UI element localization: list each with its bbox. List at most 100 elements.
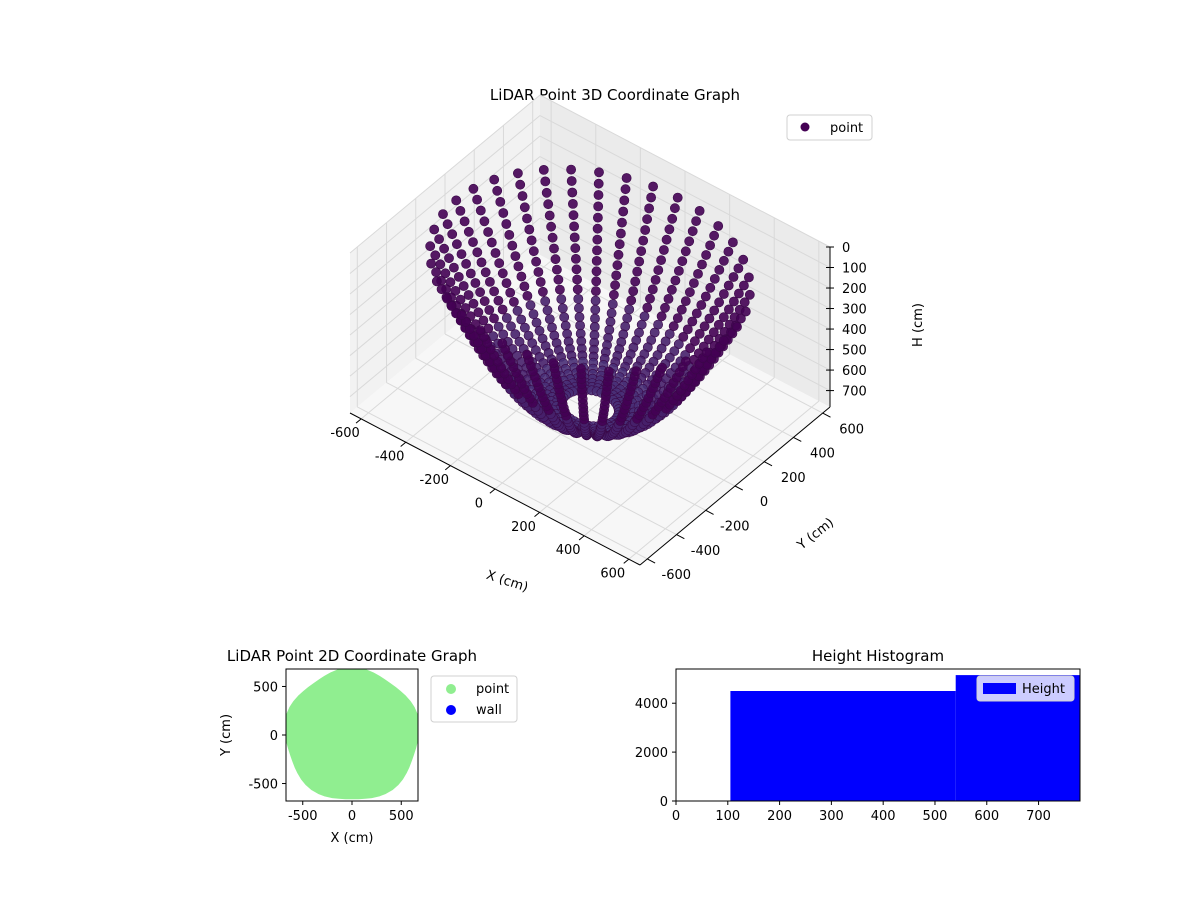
3d-point [592,234,603,245]
3d-point [525,300,536,311]
z-tick-label: 200 [842,282,867,297]
3d-panes [350,95,830,565]
3d-point [542,305,553,316]
3d-axes: -600 -400 -200 0 200 400 600 -600 -400 -200 0 200 40… [330,241,867,583]
grid-z-xwall [349,115,541,274]
2d-xlabel: X (cm) [331,831,374,846]
3d-legend-frame [786,114,873,141]
3d-point [592,245,602,256]
3d-point [484,276,495,287]
3d-point [513,168,523,179]
3d-point [738,254,749,265]
2d-y-tick-label: 500 [253,680,278,695]
3d-point [501,278,512,288]
3d-point [528,246,539,257]
histogram-legend-swatch [983,683,1016,694]
3d-point [593,190,604,200]
3d-point [682,324,693,335]
3d-point [593,212,603,223]
3d-point [572,274,582,285]
3d-point [459,216,470,227]
3d-point [463,226,474,237]
x-tick-label: -200 [420,473,450,488]
histogram-frame [675,668,1081,802]
2d-x-tick-label: 0 [348,809,356,824]
3d-point [723,280,734,291]
3d-point [624,304,635,315]
3d-point [522,349,532,360]
3d-point [442,219,453,230]
y-tick-label: -200 [720,520,750,535]
3d-point [613,249,624,260]
grid-y-floor [386,382,677,536]
x-tick-mark [623,558,630,564]
3d-point [699,321,710,332]
3d-point [690,336,700,347]
3d-point [657,362,667,373]
histogram-legend: Height [976,675,1075,702]
3d-point [519,281,530,292]
3d-point [434,234,444,244]
3d-point [538,164,549,175]
3d-point [628,286,639,296]
3d-point [685,287,695,298]
3d-point [442,293,452,304]
x-tick-label: 600 [600,567,625,582]
2d-x-tick-label: -500 [288,809,318,824]
y-tick-label: 200 [781,471,806,486]
hist-x-tick-label: 600 [974,809,999,824]
y-tick-mark [705,509,714,515]
3d-point [607,299,618,309]
y-tick-label: 600 [839,422,864,437]
grid-z-xwall [349,94,541,254]
3d-point [509,296,519,307]
3d-point [533,267,544,277]
3d-point [479,216,490,227]
3d-point [531,256,541,267]
3d-point [619,195,630,206]
3d-point [728,272,739,282]
3d-point [438,209,448,219]
chart-3d: LiDAR Point 3D Coordinate Graph -600 -400… [330,86,926,595]
3d-point [498,208,509,218]
3d-point [724,304,734,315]
3d-point [516,314,527,325]
2d-y-tick-label: -500 [248,778,278,793]
3d-point [714,297,724,308]
3d-point [639,311,650,322]
hist-x-tick-label: 700 [1026,809,1051,824]
3d-point [744,289,755,300]
z-tick-label: 300 [842,303,867,318]
3d-point [540,296,551,307]
3d-point [733,263,744,274]
3d-point [456,310,467,320]
chart-histogram: Height Histogram 0 100 200 300 400 500 600 7000… [635,647,1081,824]
z-tick-label: 100 [842,262,867,277]
3d-point [664,329,675,339]
grid-z-ywall [539,135,831,289]
z-tick-label: 600 [842,364,867,379]
grid-y-floor [415,357,707,511]
3d-point [645,293,655,304]
3d-point [592,223,603,234]
3d-point [659,245,669,255]
3d-point [556,294,567,304]
hist-x-tick-label: 300 [819,809,844,824]
3d-point [646,192,656,203]
3d-point [656,255,666,265]
3d-point [436,284,447,295]
3d-point [740,306,751,317]
3d-point [678,331,689,342]
2d-legend-point-marker [446,684,456,694]
3d-point [616,228,626,239]
3d-point [544,314,555,324]
3d-point [461,258,471,269]
3d-point [431,276,442,287]
3d-point [689,278,699,288]
3d-point [489,286,499,297]
3d-point [612,260,623,271]
3d-point [697,259,707,270]
2d-points [286,669,418,800]
3d-point [630,276,641,287]
3d-point [664,224,675,235]
